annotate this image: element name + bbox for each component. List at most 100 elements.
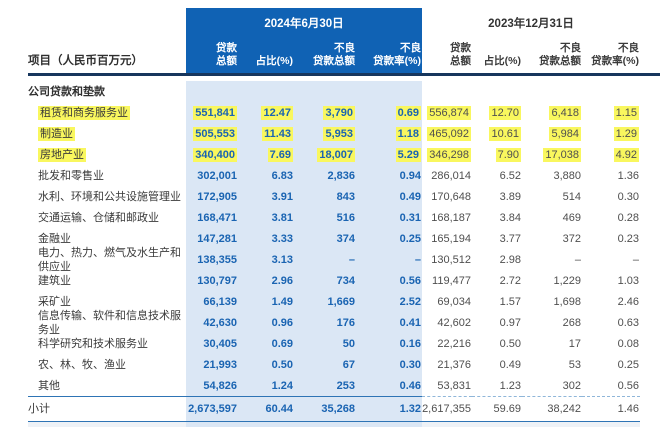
cell-2024-npl-ratio: 0.31 (356, 207, 422, 228)
cell-2024-npl-total: 3,790 (294, 102, 356, 123)
row-label: 批发和零售业 (38, 169, 104, 182)
cell-2023-loan-total: 130,512 (431, 253, 471, 266)
row-label: 制造业 (38, 126, 75, 141)
cell-2024-npl-ratio: 0.46 (356, 375, 422, 396)
cell-2023-npl-total: 17 (568, 337, 581, 350)
cell-2024-npl-ratio: 0.69 (356, 102, 422, 123)
cell-2024-share-pct: 2.96 (238, 270, 294, 291)
loan-table-page: 项目（人民币百万元） 2024年6月30日 贷款 总额 占比(%) 不良 贷款总… (0, 8, 660, 436)
cell-2023-npl-ratio: 0.28 (617, 211, 639, 224)
row-label: 租赁和商务服务业 (38, 105, 130, 120)
cell-2024-loan-total: 2,673,597 (186, 396, 238, 422)
cell-2024-loan-total: 130,797 (186, 270, 238, 291)
cell-2023-loan-total: 119,477 (432, 274, 471, 287)
cell-2024-npl-ratio: 1.32 (356, 396, 422, 422)
row-label (28, 422, 186, 427)
cell-2024-npl-total: 1,669 (294, 291, 356, 312)
cell-2024-npl-total: 843 (294, 186, 356, 207)
cell-2024-loan-total: 302,001 (186, 165, 238, 186)
col-header-loan-total: 贷款 总额 (450, 41, 471, 67)
col-header-npl-ratio: 不良 贷款率(%) (373, 41, 421, 67)
cell-2024-loan-total: 340,400 (186, 144, 238, 165)
cell-2024-share-pct: 3.33 (238, 228, 294, 249)
cell-2023-loan-total: 168,187 (431, 211, 471, 224)
cell-2024-share-pct: 1.49 (238, 291, 294, 312)
cell-2024-loan-total: 168,471 (186, 207, 238, 228)
row-label: 公司贷款和垫款 (28, 85, 105, 98)
cell-2023-loan-total: 165,194 (431, 232, 471, 245)
cell-2024-npl-ratio: 1.18 (356, 123, 422, 144)
row-label: 采矿业 (38, 295, 71, 308)
cell-2023-npl-total (522, 81, 582, 102)
cell-2023-loan-total (422, 422, 472, 427)
cell-2023-npl-ratio: 0.56 (617, 379, 639, 392)
cell-2024-loan-total: 505,553 (186, 123, 238, 144)
cell-2024-share-pct: 60.44 (238, 396, 294, 422)
cell-2024-share-pct: 6.83 (238, 165, 294, 186)
period-2023-title: 2023年12月31日 (488, 18, 574, 30)
cell-2024-npl-ratio: 0.30 (356, 354, 422, 375)
cell-2023-loan-total: 346,298 (427, 147, 471, 162)
table-body: 公司贷款和垫款 租赁和商务服务业 551,841 12.47 3,790 0.6… (0, 76, 660, 427)
cell-2023-npl-total: 3,880 (553, 169, 581, 182)
cell-2024-npl-total: 5,953 (294, 123, 356, 144)
cell-2024-npl-total: 35,268 (294, 396, 356, 422)
cell-2023-share-pct: 1.57 (499, 295, 521, 308)
cell-2023-share-pct: 12.70 (489, 105, 521, 120)
cell-2023-loan-total: 465,092 (427, 126, 471, 141)
period-2024-title: 2024年6月30日 (264, 18, 344, 30)
cell-2023-npl-total: 302 (562, 379, 581, 392)
cell-2024-loan-total: 147,281 (186, 228, 238, 249)
cell-2023-share-pct: 3.84 (499, 211, 521, 224)
cell-2023-share-pct: 0.49 (499, 358, 521, 371)
cell-2023-npl-total: 268 (562, 316, 581, 329)
cell-2023-loan-total (422, 81, 472, 102)
cell-2023-share-pct (472, 422, 522, 427)
cell-2023-share-pct: 7.90 (495, 147, 521, 162)
cell-2023-npl-total: 53 (568, 358, 581, 371)
cell-2023-share-pct (472, 81, 522, 102)
cell-2024-share-pct: 12.47 (238, 102, 294, 123)
cell-2023-npl-ratio (582, 422, 640, 427)
cell-2023-loan-total: 42,602 (437, 316, 471, 329)
cell-2023-npl-total: 1,229 (553, 274, 581, 287)
cell-2024-share-pct: 3.13 (238, 249, 294, 270)
cell-2024-share-pct: 11.43 (238, 123, 294, 144)
cell-2023-npl-total (522, 422, 582, 427)
period-2023-columns: 贷款 总额 占比(%) 不良 贷款总额 不良 贷款率(%) (422, 35, 640, 73)
cell-2023-share-pct: 0.97 (499, 316, 521, 329)
cell-2023-npl-ratio: 0.08 (617, 337, 639, 350)
cell-2023-share-pct: 59.69 (472, 396, 522, 422)
cell-2023-share-pct: 2.98 (499, 253, 521, 266)
cell-2023-npl-ratio: 1.46 (582, 396, 640, 422)
row-label: 电力、热力、燃气及水生产和供应业 (38, 246, 181, 273)
cell-2023-share-pct: 0.50 (499, 337, 521, 350)
cell-2024-loan-total (186, 422, 238, 427)
cell-2024-share-pct (238, 81, 294, 102)
row-label: 科学研究和技术服务业 (38, 337, 148, 350)
row-label-header: 项目（人民币百万元） (28, 55, 143, 67)
cell-2024-share-pct: 0.96 (238, 312, 294, 333)
cell-2023-loan-total: 286,014 (431, 169, 471, 182)
cell-2023-npl-ratio (582, 81, 640, 102)
row-label: 小计 (28, 396, 186, 422)
cell-2023-share-pct: 2.72 (499, 274, 521, 287)
cell-2023-npl-ratio: 0.30 (617, 190, 639, 203)
cell-2023-npl-total: 5,984 (549, 126, 581, 141)
col-header-npl-total: 不良 贷款总额 (539, 41, 581, 67)
row-label: 建筑业 (38, 274, 71, 287)
cell-2023-share-pct: 10.61 (489, 126, 521, 141)
cell-2024-loan-total (186, 81, 238, 102)
cell-2024-npl-total (294, 422, 356, 427)
cell-2023-npl-total: – (574, 253, 581, 266)
row-label: 金融业 (38, 232, 71, 245)
cell-2024-npl-ratio: – (356, 249, 422, 270)
cell-2023-npl-total: 38,242 (522, 396, 582, 422)
cell-2024-loan-total: 551,841 (186, 102, 238, 123)
cell-2024-npl-total: 18,007 (294, 144, 356, 165)
col-header-share-pct: 占比(%) (483, 54, 521, 67)
cell-2024-npl-total (294, 81, 356, 102)
col-header-loan-total: 贷款 总额 (216, 41, 237, 67)
cell-2024-npl-total: 516 (294, 207, 356, 228)
period-2023-header-group: 2023年12月31日 贷款 总额 占比(%) 不良 贷款总额 不良 贷款率(%… (422, 8, 640, 73)
